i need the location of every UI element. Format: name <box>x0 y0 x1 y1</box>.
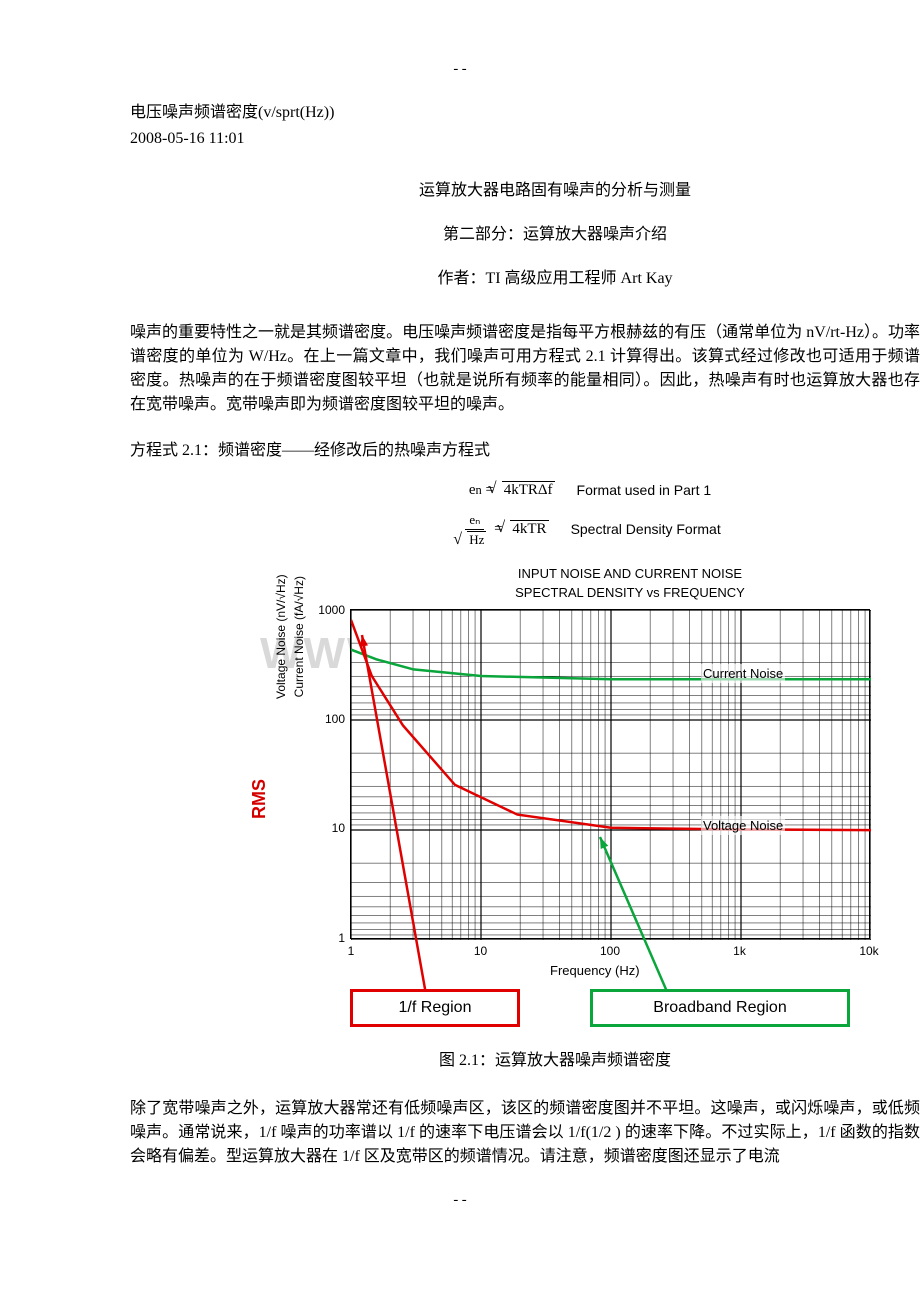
doc-subtitle: 第二部分：运算放大器噪声介绍 <box>190 223 920 247</box>
y-axis-label: Voltage Noise (nV/√Hz) Current Noise (fA… <box>272 574 308 699</box>
meta-date: 2008-05-16 11:01 <box>130 127 920 151</box>
voltage-noise-label: Voltage Noise <box>701 816 785 836</box>
rms-label: RMS <box>246 779 273 819</box>
chart-title: INPUT NOISE AND CURRENT NOISE SPECTRAL D… <box>330 564 920 603</box>
formula-2-desc: Spectral Density Format <box>571 519 721 540</box>
formula-1-math: en = 4kTRΔf <box>469 479 555 502</box>
doc-title: 运算放大器电路固有噪声的分析与测量 <box>190 179 920 203</box>
region-1f-box: 1/f Region <box>350 989 520 1027</box>
figure-caption: 图 2.1：运算放大器噪声频谱密度 <box>190 1049 920 1073</box>
meta-title: 电压噪声频谱密度(v/sprt(Hz)) <box>130 101 920 125</box>
chart-area: RMS Voltage Noise (nV/√Hz) Current Noise… <box>290 609 910 1039</box>
document-content: 电压噪声频谱密度(v/sprt(Hz)) 2008-05-16 11:01 运算… <box>0 81 920 1169</box>
plot-box: 1000100101 1101001k10k Current Noise Vol… <box>350 609 870 939</box>
page-dash-top: -- <box>0 60 920 81</box>
doc-author: 作者：TI 高级应用工程师 Art Kay <box>190 267 920 291</box>
formula-block: en = 4kTRΔf Format used in Part 1 eₙ Hz … <box>250 479 920 550</box>
page-dash-bottom: -- <box>0 1191 920 1212</box>
equation-label: 方程式 2.1：频谱密度——经修改后的热噪声方程式 <box>130 439 920 463</box>
region-broadband-box: Broadband Region <box>590 989 850 1027</box>
formula-1-desc: Format used in Part 1 <box>577 480 712 501</box>
current-noise-label: Current Noise <box>701 664 785 684</box>
plot-svg <box>351 610 871 940</box>
figure-block: WWW.bdocx.com en = 4kTRΔf Format used in… <box>250 479 920 1039</box>
x-axis-label: Frequency (Hz) <box>550 961 640 981</box>
formula-2-math: eₙ Hz = 4kTR <box>459 510 548 550</box>
paragraph-1: 噪声的重要特性之一就是其频谱密度。电压噪声频谱密度是指每平方根赫兹的有压（通常单… <box>130 321 920 417</box>
paragraph-2: 除了宽带噪声之外，运算放大器常还有低频噪声区，该区的频谱密度图并不平坦。这噪声，… <box>130 1097 920 1169</box>
